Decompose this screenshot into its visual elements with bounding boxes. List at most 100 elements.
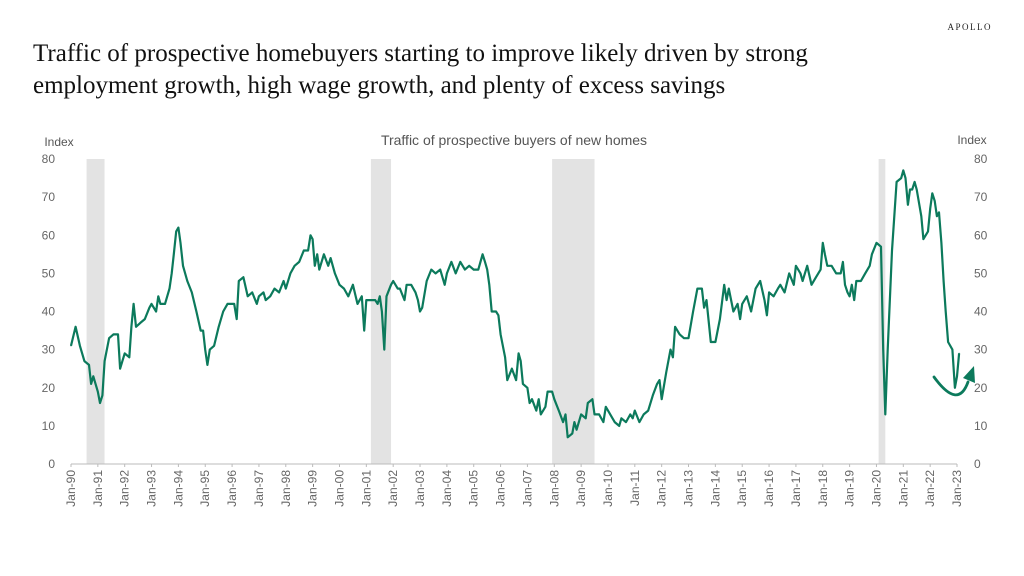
- x-tick-label: Jan-93: [145, 470, 159, 507]
- data-point: [399, 288, 401, 290]
- data-point: [853, 299, 855, 301]
- data-point: [887, 349, 889, 351]
- data-point: [117, 333, 119, 335]
- y-tick-label-left: 50: [42, 266, 56, 280]
- data-point: [714, 341, 717, 343]
- data-point: [500, 333, 502, 335]
- data-point: [907, 204, 909, 206]
- data-point: [318, 269, 320, 271]
- data-point: [882, 349, 884, 351]
- data-point: [104, 360, 106, 362]
- data-point: [381, 310, 383, 313]
- data-point: [285, 288, 287, 290]
- x-tick-label: Jan-97: [252, 470, 266, 507]
- data-point: [392, 280, 394, 282]
- data-point: [204, 349, 206, 351]
- x-tick-label: Jan-13: [682, 470, 696, 507]
- data-point: [777, 288, 779, 290]
- data-point: [529, 402, 531, 404]
- data-point: [746, 295, 748, 297]
- data-point: [298, 261, 300, 263]
- x-tick-label: Jan-92: [118, 470, 132, 507]
- data-point: [343, 288, 345, 290]
- data-point: [520, 360, 522, 362]
- data-point: [195, 310, 197, 313]
- data-point: [535, 410, 537, 412]
- data-point: [822, 242, 824, 244]
- data-point: [945, 310, 947, 313]
- data-point: [842, 261, 844, 263]
- rebound-arrow: [932, 366, 975, 397]
- data-point: [658, 379, 661, 381]
- data-point: [206, 364, 208, 366]
- data-point: [611, 417, 614, 419]
- x-tick-label: Jan-20: [869, 470, 883, 507]
- data-point: [938, 211, 940, 213]
- data-point: [312, 238, 314, 240]
- x-tick-label: Jan-91: [91, 470, 105, 507]
- data-point: [522, 383, 524, 385]
- data-point: [779, 284, 781, 286]
- y-tick-label-left: 60: [42, 228, 56, 242]
- data-point: [233, 303, 235, 305]
- data-point: [531, 398, 533, 400]
- x-tick-label: Jan-18: [816, 470, 830, 507]
- data-point: [414, 291, 417, 293]
- data-point: [538, 398, 540, 400]
- data-point: [954, 387, 956, 389]
- data-point: [231, 303, 233, 305]
- data-point: [719, 318, 721, 320]
- data-point: [356, 303, 359, 305]
- data-point: [696, 288, 699, 290]
- data-point: [593, 413, 596, 415]
- data-point: [236, 318, 238, 320]
- data-point: [741, 303, 743, 305]
- data-point: [191, 291, 193, 293]
- data-point: [826, 265, 828, 267]
- data-point: [455, 272, 457, 274]
- data-point: [256, 303, 258, 305]
- data-point: [497, 314, 499, 316]
- data-point: [909, 188, 911, 191]
- data-point: [763, 299, 766, 301]
- data-point: [759, 280, 761, 282]
- data-point: [307, 249, 309, 252]
- data-point: [806, 265, 808, 267]
- data-point: [417, 299, 419, 301]
- data-point: [135, 326, 137, 328]
- data-point: [171, 272, 173, 274]
- data-point: [864, 272, 866, 274]
- data-point: [851, 284, 853, 286]
- data-point: [175, 230, 177, 232]
- data-point: [846, 291, 849, 293]
- y-tick-label-left: 40: [42, 305, 56, 319]
- x-tick-label: Jan-96: [225, 470, 239, 507]
- x-tick-label: Jan-23: [950, 470, 964, 507]
- data-point: [860, 280, 862, 282]
- data-point: [602, 421, 605, 423]
- x-tick-label: Jan-05: [467, 470, 481, 507]
- data-point: [173, 253, 175, 255]
- data-point: [168, 288, 171, 290]
- data-point: [75, 326, 77, 328]
- data-point: [795, 265, 797, 267]
- data-point: [515, 379, 517, 381]
- y-tick-label-right: 0: [974, 457, 981, 471]
- data-point: [661, 398, 663, 400]
- y-tick-label-right: 30: [974, 343, 988, 357]
- data-point: [79, 345, 81, 347]
- data-point: [934, 200, 936, 202]
- data-point: [334, 272, 336, 274]
- data-point: [477, 269, 479, 271]
- data-point: [426, 280, 428, 282]
- data-point: [605, 406, 607, 408]
- data-point: [810, 284, 813, 286]
- data-point: [473, 269, 475, 271]
- recession-band: [552, 159, 595, 464]
- y-tick-label-left: 0: [48, 457, 55, 471]
- data-point: [157, 295, 159, 297]
- data-point: [247, 295, 249, 297]
- data-point: [251, 291, 253, 293]
- data-point: [213, 345, 215, 347]
- data-point: [927, 230, 929, 232]
